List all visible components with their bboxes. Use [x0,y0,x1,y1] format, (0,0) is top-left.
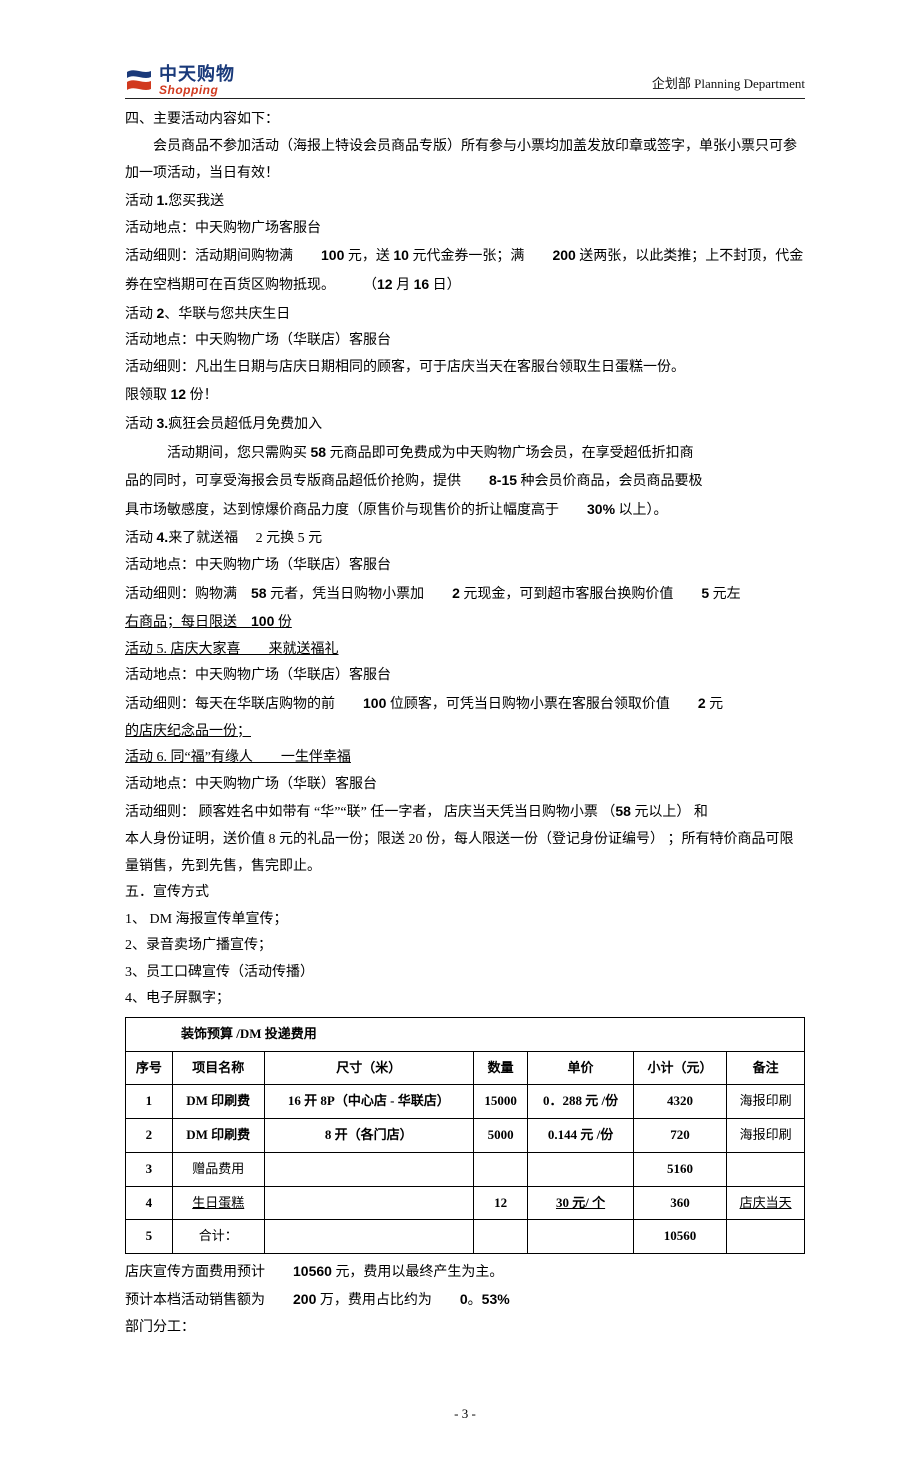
sec5-i1: 1、 DM 海报宣传单宣传； [125,907,805,934]
logo-text: 中天购物 Shopping [159,65,235,96]
document-body: 四、主要活动内容如下： 会员商品不参加活动（海报上特设会员商品专版）所有参与小票… [125,107,805,1426]
act2-limit: 限领取 12 份！ [125,381,805,410]
foot-l3: 部门分工： [125,1315,805,1342]
act4-r2: 右商品；每日限送 100 份 [125,608,805,637]
table-title-row: 装饰预算 /DM 投递费用 [126,1018,805,1052]
page-number: - 3 - [125,1402,805,1427]
logo: 中天购物 Shopping [125,65,235,96]
act3-r2: 品的同时，可享受海报会员专版商品超低价抢购，提供8-15 种会员价商品，会员商品… [125,467,805,496]
foot-l1: 店庆宣传方面费用预计10560 元，费用以最终产生为主。 [125,1258,805,1287]
act3-r3: 具市场敏感度，达到惊爆价商品力度（原售价与现售价的折让幅度高于30% 以上）。 [125,496,805,525]
th-qty: 数量 [473,1051,527,1085]
table-row: 4 生日蛋糕 12 30 元/ 个 360 店庆当天 [126,1186,805,1220]
logo-mark-icon [125,68,155,94]
table-row: 1 DM 印刷费 16 开 8P（中心店 - 华联店） 15000 0．288 … [126,1085,805,1119]
table-row: 3 赠品费用 5160 [126,1152,805,1186]
act2-loc: 活动地点：中天购物广场（华联店）客服台 [125,328,805,355]
act4-r1: 活动细则：购物满 58 元者，凭当日购物小票加2 元现金，可到超市客服台换购价值… [125,580,805,609]
budget-table: 装饰预算 /DM 投递费用 序号 项目名称 尺寸（米） 数量 单价 小计（元） … [125,1017,805,1254]
sec4-intro: 会员商品不参加活动（海报上特设会员商品专版）所有参与小票均加盖发放印章或签字，单… [125,134,805,187]
act6-title: 活动 6. 同“福”有缘人 一生伴幸福 [125,745,805,772]
th-sub: 小计（元） [633,1051,726,1085]
sec5-i4: 4、电子屏飘字； [125,986,805,1013]
act2-rule: 活动细则：凡出生日期与店庆日期相同的顾客，可于店庆当天在客服台领取生日蛋糕一份。 [125,355,805,382]
logo-cn: 中天购物 [159,65,235,84]
act5-title: 活动 5. 店庆大家喜 来就送福礼 [125,637,805,664]
act5-r2: 的店庆纪念品一份； [125,719,805,746]
sec4-title: 四、主要活动内容如下： [125,107,805,134]
th-seq: 序号 [126,1051,173,1085]
act5-r1: 活动细则：每天在华联店购物的前100 位顾客，可凭当日购物小票在客服台领取价值2… [125,690,805,719]
act1-rule: 活动细则：活动期间购物满100 元，送 10 元代金券一张；满200 送两张，以… [125,242,805,299]
act1-title: 活动 1.您买我送 [125,187,805,216]
act6-r1: 活动细则： 顾客姓名中如带有 “华”“联” 任一字者， 店庆当天凭当日购物小票 … [125,798,805,827]
th-name: 项目名称 [172,1051,264,1085]
th-note: 备注 [727,1051,805,1085]
act4-title: 活动 4.来了就送福 2 元换 5 元 [125,524,805,553]
sec5-i2: 2、录音卖场广播宣传； [125,933,805,960]
sec5-title: 五．宣传方式 [125,880,805,907]
act5-loc: 活动地点：中天购物广场（华联店）客服台 [125,663,805,690]
act6-r2: 本人身份证明，送价值 8 元的礼品一份；限送 20 份，每人限送一份（登记身份证… [125,827,805,880]
sec5-i3: 3、员工口碑宣传（活动传播） [125,960,805,987]
act4-loc: 活动地点：中天购物广场（华联店）客服台 [125,553,805,580]
act1-loc: 活动地点：中天购物广场客服台 [125,216,805,243]
table-row: 2 DM 印刷费 8 开（各门店） 5000 0.144 元 /份 720 海报… [126,1119,805,1153]
foot-l2: 预计本档活动销售额为200 万，费用占比约为0。53% [125,1286,805,1315]
act3-r1: 活动期间，您只需购买 58 元商品即可免费成为中天购物广场会员，在享受超低折扣商 [125,439,805,468]
table-title: 装饰预算 /DM 投递费用 [126,1018,805,1052]
logo-en: Shopping [159,84,235,97]
th-size: 尺寸（米） [264,1051,473,1085]
act3-title: 活动 3.疯狂会员超低月免费加入 [125,410,805,439]
act2-title: 活动 2、华联与您共庆生日 [125,300,805,329]
page-header: 中天购物 Shopping 企划部 Planning Department [125,65,805,99]
th-price: 单价 [528,1051,633,1085]
dept-label: 企划部 Planning Department [652,72,805,97]
table-header-row: 序号 项目名称 尺寸（米） 数量 单价 小计（元） 备注 [126,1051,805,1085]
table-row: 5 合计： 10560 [126,1220,805,1254]
act6-loc: 活动地点：中天购物广场（华联）客服台 [125,772,805,799]
